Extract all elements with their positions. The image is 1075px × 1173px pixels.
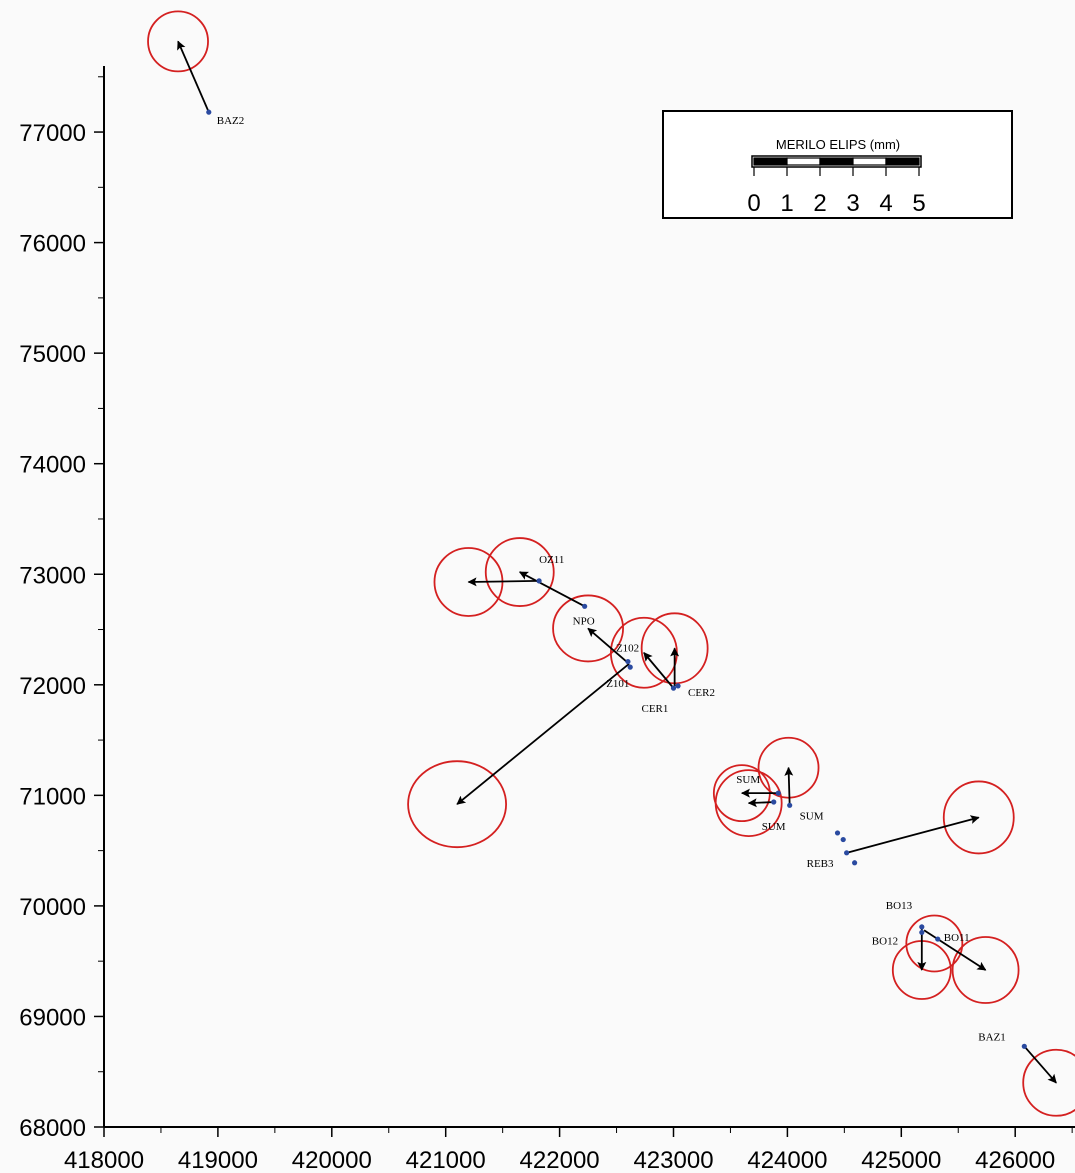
scale-bar-segment xyxy=(819,157,854,166)
displacement-arrow xyxy=(846,815,980,854)
survey-point-marker xyxy=(675,683,681,689)
survey-point-label: SUM xyxy=(736,774,760,786)
error-ellipse xyxy=(1022,1048,1075,1117)
survey-point-marker xyxy=(771,799,777,805)
y-tick-label: 74000 xyxy=(19,452,86,479)
error-ellipse xyxy=(714,769,783,837)
survey-point-label: BO12 xyxy=(872,935,898,947)
survey-point-marker xyxy=(670,685,677,691)
survey-point-label: NPO xyxy=(573,615,595,627)
survey-point-marker xyxy=(919,929,925,936)
survey-point-label: CER1 xyxy=(642,703,669,715)
survey-point-label: Z101 xyxy=(606,678,629,690)
scale-bar-label: 3 xyxy=(846,190,859,217)
error-ellipse xyxy=(951,936,1020,1004)
displacement-arrow xyxy=(784,766,794,806)
y-tick-label: 72000 xyxy=(19,673,86,700)
x-tick-label: 424000 xyxy=(747,1147,827,1173)
survey-point-label: OZ11 xyxy=(539,554,564,566)
survey-point-marker xyxy=(627,664,633,670)
scale-bar-label: 4 xyxy=(879,190,892,217)
scale-bar-label: 0 xyxy=(747,190,760,217)
displacement-arrow xyxy=(923,929,987,971)
survey-point-marker xyxy=(625,658,631,665)
displacement-arrow xyxy=(643,652,675,689)
survey-point-label: Z102 xyxy=(616,643,639,655)
survey-point-marker xyxy=(834,830,841,836)
error-ellipse xyxy=(407,760,507,849)
scale-bar-segment xyxy=(852,157,887,166)
survey-point-label: REB3 xyxy=(807,858,834,870)
error-ellipses xyxy=(147,10,1075,1117)
survey-point-marker xyxy=(787,802,793,808)
y-tick-label: 76000 xyxy=(19,231,86,258)
axes: 418000 419000 420000 421000 422000 423000 4240… xyxy=(19,66,1075,1173)
scale-bar-label: 5 xyxy=(912,190,925,217)
legend-title: MERILO ELIPS (mm) xyxy=(776,137,900,152)
survey-point-marker xyxy=(852,860,858,866)
survey-point-marker xyxy=(844,850,850,856)
x-tick-label: 423000 xyxy=(633,1147,713,1173)
displacement-vectors xyxy=(177,40,1057,1084)
survey-points: BAZ2 OZ11 NPO Z102 Z101 CER1 CER2 SUM SUM SUM REB3… xyxy=(206,109,1027,1049)
survey-point-label: CER2 xyxy=(688,687,715,699)
scale-bar-segment xyxy=(885,157,920,166)
scale-bar-label: 2 xyxy=(813,190,826,217)
displacement-arrow xyxy=(518,571,586,608)
x-tick-label: 420000 xyxy=(292,1147,372,1173)
displacement-arrow xyxy=(1023,1045,1057,1084)
survey-point-marker xyxy=(840,836,846,843)
survey-point-marker xyxy=(919,924,925,930)
y-tick-label: 71000 xyxy=(19,783,86,810)
displacement-arrow xyxy=(456,663,630,805)
scale-bar-segment xyxy=(786,157,821,166)
displacement-arrow xyxy=(177,40,210,113)
y-tick-label: 68000 xyxy=(19,1115,86,1142)
survey-point-marker xyxy=(775,790,781,796)
x-tick-label: 426000 xyxy=(975,1147,1055,1173)
x-tick-label: 418000 xyxy=(64,1147,144,1173)
survey-point-marker xyxy=(206,109,212,115)
scale-bar-label: 1 xyxy=(780,190,793,217)
error-ellipse xyxy=(552,594,624,663)
y-axis-ticks: 68000 69000 70000 71000 72000 73000 74000 75000… xyxy=(19,76,104,1142)
y-tick-label: 75000 xyxy=(19,341,86,368)
x-tick-label: 419000 xyxy=(178,1147,258,1173)
scale-bar-outline xyxy=(751,155,922,168)
y-tick-label: 77000 xyxy=(19,120,86,147)
survey-point-label: BAZ1 xyxy=(978,1031,1006,1043)
y-tick-label: 73000 xyxy=(19,562,86,589)
x-axis-ticks: 418000 419000 420000 421000 422000 423000 4240… xyxy=(64,1127,1073,1173)
survey-point-label: SUM xyxy=(800,810,824,822)
x-tick-label: 425000 xyxy=(861,1147,941,1173)
survey-point-label: BO13 xyxy=(886,900,913,912)
survey-point-label: BAZ2 xyxy=(217,115,245,127)
error-ellipse xyxy=(757,736,820,799)
displacement-arrow xyxy=(467,577,540,587)
survey-point-marker xyxy=(935,936,941,942)
survey-point-marker xyxy=(582,603,588,609)
displacement-arrow xyxy=(587,627,630,665)
y-tick-label: 69000 xyxy=(19,1004,86,1031)
error-ellipse xyxy=(147,10,209,73)
survey-point-label: SUM xyxy=(762,821,786,833)
x-tick-label: 422000 xyxy=(520,1147,600,1173)
survey-point-marker xyxy=(536,578,542,584)
survey-point-marker xyxy=(1021,1043,1027,1049)
x-tick-label: 421000 xyxy=(406,1147,486,1173)
error-ellipse xyxy=(905,914,964,973)
error-ellipse xyxy=(484,537,555,607)
y-tick-label: 70000 xyxy=(19,894,86,921)
survey-point-label: BO11 xyxy=(944,932,970,944)
error-ellipse xyxy=(942,780,1015,855)
scale-bar-segment xyxy=(753,157,788,166)
